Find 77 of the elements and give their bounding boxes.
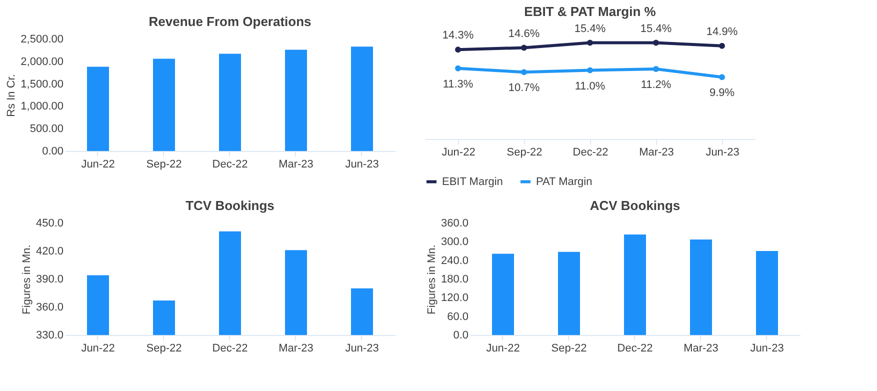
x-tick-label: Jun-23 <box>345 158 379 170</box>
bar <box>285 50 307 151</box>
x-tick-label: Jun-23 <box>706 146 740 158</box>
legend-label: EBIT Margin <box>442 176 503 188</box>
chart-title: Revenue From Operations <box>148 14 312 29</box>
data-label: 11.2% <box>640 79 672 91</box>
y-tick-label: 1,000.00 <box>20 100 64 113</box>
bar <box>351 46 373 151</box>
y-tick-label: 300.0 <box>440 236 468 248</box>
y-tick-label: 330.0 <box>36 330 64 342</box>
x-tick-label: Mar-23 <box>684 342 718 354</box>
data-label: 15.4% <box>640 22 672 35</box>
point <box>455 46 461 53</box>
bar <box>153 58 175 151</box>
point <box>521 44 527 51</box>
x-tick-label: Jun-22 <box>442 146 476 158</box>
data-label: 9.9% <box>709 87 735 100</box>
y-tick-label: 120.0 <box>440 292 468 304</box>
x-tick-label: Sep-22 <box>506 146 542 158</box>
data-label: 14.9% <box>706 26 738 38</box>
x-tick-label: Jun-23 <box>345 342 379 354</box>
data-label: 10.7% <box>508 82 540 94</box>
x-tick-label: Dec-22 <box>572 146 608 158</box>
y-tick-label: 450.0 <box>36 218 64 230</box>
point <box>653 66 659 72</box>
y-tick-label: 500.00 <box>30 123 64 136</box>
y-tick-label: 0.00 <box>42 146 64 158</box>
data-label: 11.0% <box>574 80 606 92</box>
x-tick-label: Mar-23 <box>278 342 314 354</box>
point <box>719 42 725 49</box>
chart-title: EBIT & PAT Margin % <box>524 4 656 19</box>
bar <box>87 66 109 151</box>
y-tick-label: 60.0 <box>447 310 468 323</box>
y-axis-title: Figures in Mn. <box>426 244 438 314</box>
point <box>587 40 593 46</box>
y-axis-title: Figures in Mn. <box>20 244 33 314</box>
bar <box>558 252 580 335</box>
y-tick-label: 390.0 <box>36 274 64 286</box>
x-tick-label: Mar-23 <box>278 158 314 170</box>
bar <box>690 239 712 335</box>
x-tick-label: Sep-22 <box>551 342 587 354</box>
data-label: 15.4% <box>574 22 606 35</box>
y-tick-label: 1,500.00 <box>20 78 64 90</box>
point <box>521 69 527 76</box>
x-tick-label: Jun-22 <box>81 342 115 354</box>
bar <box>492 254 514 335</box>
data-label: 11.3% <box>442 78 474 90</box>
x-tick-label: Dec-22 <box>212 158 248 170</box>
x-tick-label: Jun-22 <box>486 342 520 354</box>
y-tick-label: 360.0 <box>36 302 64 314</box>
y-tick-label: 420.0 <box>36 246 64 258</box>
y-axis-title: Rs In Cr. <box>6 74 18 117</box>
x-tick-label: Mar-23 <box>639 146 674 158</box>
x-tick-label: Dec-22 <box>617 342 653 354</box>
y-tick-label: 240.0 <box>440 254 468 267</box>
data-label: 14.3% <box>442 30 474 42</box>
legend-label: PAT Margin <box>536 176 592 188</box>
y-tick-label: 2,000.00 <box>20 56 64 68</box>
chart-title: TCV Bookings <box>186 198 274 213</box>
bar <box>624 234 646 335</box>
x-tick-label: Sep-22 <box>146 342 182 354</box>
y-tick-label: 360.0 <box>440 218 468 230</box>
bar <box>219 54 241 151</box>
x-tick-label: Jun-23 <box>750 342 784 354</box>
chart-title: ACV Bookings <box>590 198 680 213</box>
x-tick-label: Sep-22 <box>146 158 182 170</box>
data-label: 14.6% <box>508 28 540 40</box>
x-tick-label: Jun-22 <box>81 158 115 170</box>
point <box>455 65 461 72</box>
point <box>587 67 593 74</box>
point <box>719 74 725 80</box>
y-tick-label: 0.0 <box>453 330 468 342</box>
y-tick-label: 180.0 <box>440 274 468 286</box>
bar <box>756 251 778 335</box>
y-tick-label: 2,500.00 <box>20 34 64 46</box>
point <box>653 40 659 46</box>
x-tick-label: Dec-22 <box>212 342 248 354</box>
